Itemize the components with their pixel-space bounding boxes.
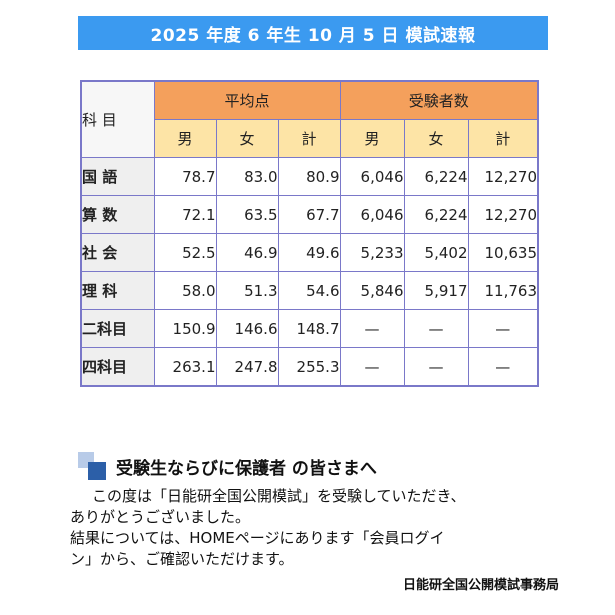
- table-cell: 46.9: [215, 233, 279, 272]
- table-cell: 67.7: [277, 195, 341, 234]
- notice-line: 結果については、HOMEページにあります「会員ログイ: [70, 529, 445, 547]
- table-cell: 72.1: [153, 195, 217, 234]
- count-female-header: 女: [403, 119, 469, 158]
- row-label: 国 語: [80, 157, 155, 196]
- notice-body: この度は「日能研全国公開模試」を受験していただき、 ありがとうございました。 結…: [70, 486, 570, 570]
- table-cell: 49.6: [277, 233, 341, 272]
- row-label: 社 会: [80, 233, 155, 272]
- avg-female-header: 女: [215, 119, 279, 158]
- table-row: 四科目 263.1 247.8 255.3 — — —: [80, 347, 539, 387]
- table-cell: 255.3: [277, 347, 341, 387]
- page-title: 2025 年度 6 年生 10 月 5 日 模試速報: [78, 16, 548, 50]
- table-cell: 6,224: [403, 157, 469, 196]
- notice-line: ン」から、ご確認いただけます。: [70, 550, 294, 568]
- table-cell: 12,270: [467, 195, 539, 234]
- row-label: 算 数: [80, 195, 155, 234]
- table-cell: 5,917: [403, 271, 469, 310]
- table-cell: 150.9: [153, 309, 217, 348]
- table-cell: 263.1: [153, 347, 217, 387]
- table-cell: 6,224: [403, 195, 469, 234]
- table-row: 二科目 150.9 146.6 148.7 — — —: [80, 309, 539, 348]
- table-cell: 6,046: [339, 195, 405, 234]
- table-cell: —: [403, 347, 469, 387]
- notice-header: 受験生ならびに保護者 の皆さまへ: [78, 452, 377, 480]
- table-subheader-row: 男 女 計 男 女 計: [81, 119, 539, 158]
- table-row: 算 数 72.1 63.5 67.7 6,046 6,224 12,270: [80, 195, 539, 234]
- table-cell: 11,763: [467, 271, 539, 310]
- avg-total-header: 計: [277, 119, 341, 158]
- count-total-header: 計: [467, 119, 539, 158]
- table-cell: 52.5: [153, 233, 217, 272]
- table-cell: 5,233: [339, 233, 405, 272]
- table-cell: 63.5: [215, 195, 279, 234]
- table-cell: 54.6: [277, 271, 341, 310]
- notice-title: 受験生ならびに保護者 の皆さまへ: [116, 458, 377, 479]
- notice-line: ありがとうございました。: [70, 508, 251, 526]
- table-cell: 51.3: [215, 271, 279, 310]
- table-row: 社 会 52.5 46.9 49.6 5,233 5,402 10,635: [80, 233, 539, 272]
- table-row: 国 語 78.7 83.0 80.9 6,046 6,224 12,270: [80, 157, 539, 196]
- table-cell: 10,635: [467, 233, 539, 272]
- table-cell: —: [403, 309, 469, 348]
- notice-line: この度は「日能研全国公開模試」を受験していただき、: [92, 487, 466, 505]
- avg-male-header: 男: [153, 119, 217, 158]
- subject-column-header: 科 目: [80, 80, 155, 158]
- table-cell: —: [467, 309, 539, 348]
- results-table: 科 目 平均点 受験者数 男 女 計 男 女 計 国 語 78.7 83.0 8…: [80, 80, 539, 387]
- table-cell: 78.7: [153, 157, 217, 196]
- table-row: 理 科 58.0 51.3 54.6 5,846 5,917 11,763: [80, 271, 539, 310]
- row-label: 理 科: [80, 271, 155, 310]
- table-header-row: 科 目 平均点 受験者数: [80, 80, 539, 158]
- table-cell: —: [467, 347, 539, 387]
- average-score-header: 平均点: [153, 80, 341, 120]
- square-bullet-icon: [78, 452, 106, 480]
- table-cell: 83.0: [215, 157, 279, 196]
- row-label: 二科目: [80, 309, 155, 348]
- count-male-header: 男: [339, 119, 405, 158]
- table-cell: 58.0: [153, 271, 217, 310]
- table-cell: 5,402: [403, 233, 469, 272]
- table-cell: 146.6: [215, 309, 279, 348]
- table-cell: —: [339, 309, 405, 348]
- table-cell: 247.8: [215, 347, 279, 387]
- signature: 日能研全国公開模試事務局: [402, 578, 559, 593]
- table-cell: 6,046: [339, 157, 405, 196]
- table-cell: 80.9: [277, 157, 341, 196]
- table-cell: —: [339, 347, 405, 387]
- table-cell: 5,846: [339, 271, 405, 310]
- examinee-count-header: 受験者数: [339, 80, 539, 120]
- row-label: 四科目: [80, 347, 155, 387]
- table-cell: 12,270: [467, 157, 539, 196]
- table-cell: 148.7: [277, 309, 341, 348]
